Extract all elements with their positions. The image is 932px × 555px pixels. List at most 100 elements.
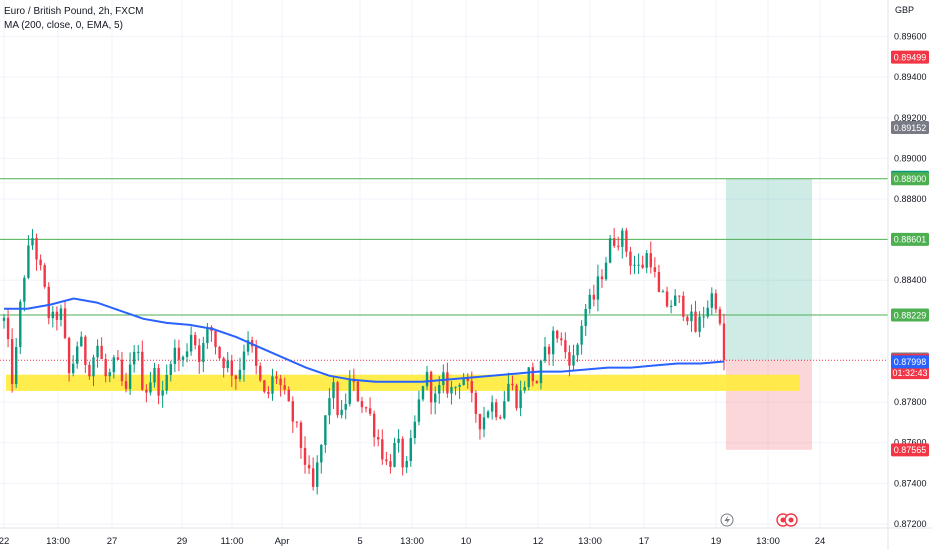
candle-body [295, 421, 299, 423]
candle-body [405, 461, 408, 468]
price-badge [891, 121, 929, 135]
y-tick-label: 0.87200 [894, 519, 927, 529]
candle-body [100, 345, 103, 360]
candle-body [10, 339, 14, 385]
candle-body [120, 359, 124, 382]
candle-body [543, 346, 547, 361]
candle-body [263, 380, 266, 392]
x-tick-label: 13:00 [578, 536, 602, 547]
ema-line[interactable] [4, 297, 725, 383]
profit-zone[interactable] [726, 178, 812, 361]
candle-body [665, 291, 669, 307]
price-badge-label: 0.88601 [894, 235, 927, 245]
price-badge [891, 366, 929, 380]
candle-body [429, 371, 433, 403]
candle-body [23, 277, 26, 302]
candle-body [324, 415, 327, 445]
candle-body [401, 438, 404, 468]
candle-body [67, 337, 71, 374]
candle-body [169, 363, 172, 375]
candle-body [206, 326, 209, 344]
candle-body [633, 264, 636, 266]
candle-body [177, 347, 181, 360]
candle-body [617, 245, 620, 247]
candle-body [551, 330, 555, 355]
candle-body [450, 387, 453, 394]
candle-body [486, 411, 490, 418]
candle-body [698, 316, 701, 332]
candle-body [718, 309, 722, 324]
candle-body [499, 417, 502, 419]
y-tick-label: 0.87400 [894, 478, 927, 488]
chart-legend: Euro / British Pound, 2h, FXCM MA (200, … [4, 5, 144, 33]
price-badge-label: 0.87565 [894, 445, 927, 455]
candle-body [372, 413, 376, 438]
candle-body [141, 351, 144, 390]
price-badge [891, 355, 929, 369]
candle-body [145, 389, 148, 393]
price-badge-label: 0.88900 [894, 174, 927, 184]
candle-body [340, 409, 343, 416]
candle-body [446, 372, 449, 394]
candle-body [682, 295, 685, 317]
candle-body [181, 356, 185, 360]
candle-body [482, 417, 486, 430]
candle-body [531, 367, 535, 382]
candle-body [51, 311, 55, 319]
candle-body [153, 367, 156, 383]
y-tick-label: 0.88400 [894, 275, 927, 285]
candle-body [246, 340, 250, 352]
candle-body [503, 401, 506, 419]
price-badge-label: 0.88229 [894, 310, 927, 320]
candle-body [645, 253, 648, 268]
candle-body [377, 437, 380, 440]
x-tick-label: 13:00 [400, 536, 424, 547]
candle-body [515, 385, 518, 409]
candle-body [108, 372, 111, 377]
candle-body [576, 344, 579, 356]
x-tick-label: 17 [639, 536, 650, 547]
candle-body [112, 357, 116, 373]
price-badge [891, 443, 929, 457]
price-badge [891, 50, 929, 64]
candle-body [368, 408, 372, 414]
candle-body [15, 346, 18, 385]
candle-body [596, 276, 600, 300]
candle-body [454, 386, 457, 388]
candle-body [360, 401, 364, 408]
y-tick-label: 0.89400 [894, 72, 927, 82]
candle-body [279, 378, 282, 386]
candle-body [592, 294, 596, 300]
loss-zone[interactable] [726, 360, 812, 450]
candle-body [421, 386, 425, 400]
candle-body [389, 461, 392, 467]
y-tick-label: 0.87600 [894, 438, 927, 448]
candle-body [438, 385, 441, 394]
candle-body [267, 391, 270, 394]
candle-body [706, 307, 709, 317]
candle-body [84, 336, 87, 365]
candle-body [63, 308, 67, 338]
candle-body [328, 398, 331, 416]
x-tick-label: 5 [357, 536, 362, 547]
candle-body [234, 375, 238, 380]
candle-body [238, 369, 242, 380]
candle-body [612, 238, 616, 246]
candle-body [564, 340, 567, 353]
candle-body [132, 351, 136, 365]
y-tick-label: 0.89200 [894, 113, 927, 123]
candle-body [299, 422, 303, 448]
candle-body [511, 383, 514, 386]
candle-body [381, 439, 384, 460]
candle-body [637, 264, 640, 266]
candle-body [470, 381, 473, 393]
candle-body [572, 355, 575, 366]
price-badge-label: 01:32:43 [892, 368, 927, 378]
candle-body [495, 402, 498, 418]
candle-body [287, 389, 290, 402]
candle-body [588, 294, 591, 309]
candle-body [678, 295, 681, 297]
candle-body [466, 378, 469, 382]
